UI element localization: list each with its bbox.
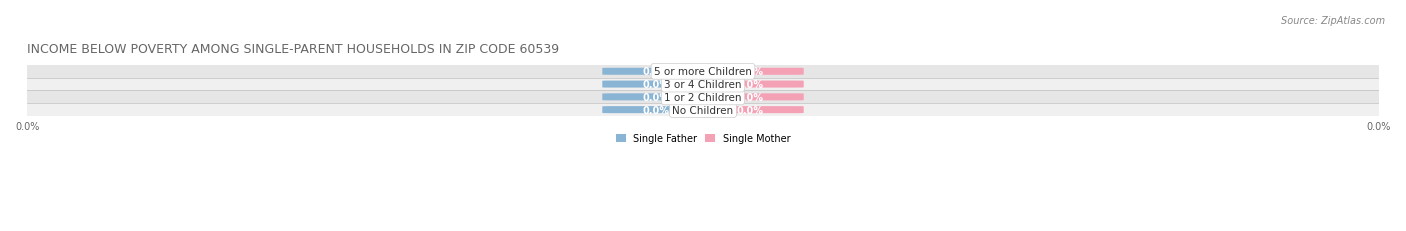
Bar bbox=[0, 66, 1406, 78]
Text: 0.0%: 0.0% bbox=[643, 67, 669, 77]
FancyBboxPatch shape bbox=[602, 68, 710, 76]
FancyBboxPatch shape bbox=[602, 94, 710, 101]
Text: INCOME BELOW POVERTY AMONG SINGLE-PARENT HOUSEHOLDS IN ZIP CODE 60539: INCOME BELOW POVERTY AMONG SINGLE-PARENT… bbox=[27, 43, 560, 56]
Text: 0.0%: 0.0% bbox=[643, 80, 669, 90]
FancyBboxPatch shape bbox=[696, 81, 804, 88]
Text: 5 or more Children: 5 or more Children bbox=[654, 67, 752, 77]
FancyBboxPatch shape bbox=[696, 68, 804, 76]
Text: 3 or 4 Children: 3 or 4 Children bbox=[664, 80, 742, 90]
Bar bbox=[0, 104, 1406, 117]
FancyBboxPatch shape bbox=[602, 81, 710, 88]
Text: No Children: No Children bbox=[672, 105, 734, 115]
FancyBboxPatch shape bbox=[602, 107, 710, 114]
FancyBboxPatch shape bbox=[696, 94, 804, 101]
Text: 0.0%: 0.0% bbox=[643, 92, 669, 102]
Text: 0.0%: 0.0% bbox=[737, 80, 763, 90]
Text: 0.0%: 0.0% bbox=[737, 92, 763, 102]
FancyBboxPatch shape bbox=[696, 107, 804, 114]
Bar bbox=[0, 91, 1406, 104]
Text: 0.0%: 0.0% bbox=[737, 67, 763, 77]
Bar bbox=[0, 78, 1406, 91]
Text: 0.0%: 0.0% bbox=[737, 105, 763, 115]
Text: 0.0%: 0.0% bbox=[643, 105, 669, 115]
Text: 1 or 2 Children: 1 or 2 Children bbox=[664, 92, 742, 102]
Legend: Single Father, Single Mother: Single Father, Single Mother bbox=[616, 134, 790, 144]
Text: Source: ZipAtlas.com: Source: ZipAtlas.com bbox=[1281, 16, 1385, 26]
